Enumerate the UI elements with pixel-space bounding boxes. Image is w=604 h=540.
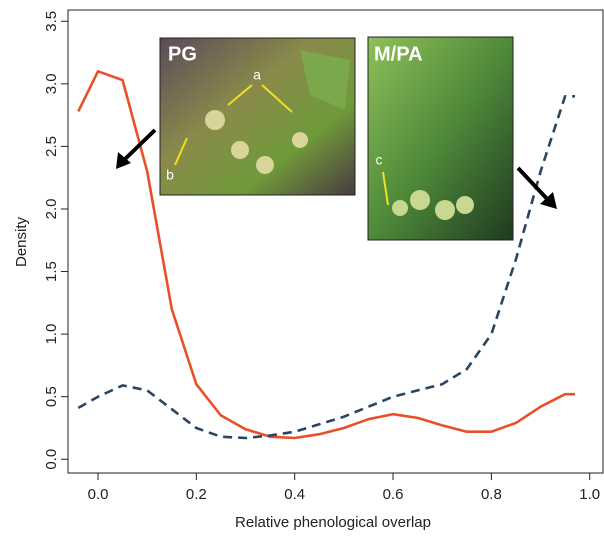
inset-title: PG: [168, 43, 197, 65]
flower: [292, 132, 308, 148]
y-tick-label: 1.0: [43, 324, 60, 345]
x-tick-label: 0.0: [88, 486, 109, 503]
y-tick-label: 2.5: [43, 136, 60, 157]
y-tick-label: 3.0: [43, 73, 60, 94]
y-tick-label: 3.5: [43, 11, 60, 32]
chart: Relative phenological overlap Density PG…: [0, 0, 604, 540]
flower: [231, 141, 249, 159]
flower: [205, 110, 225, 130]
flower: [456, 196, 474, 214]
inset-letter: c: [376, 152, 383, 168]
x-tick-label: 0.8: [481, 486, 502, 503]
inset-letter: b: [166, 167, 174, 183]
y-tick-label: 0.0: [43, 449, 60, 470]
flower: [392, 200, 408, 216]
flower: [410, 190, 430, 210]
y-axis-label: Density: [13, 216, 30, 267]
inset-title: M/PA: [374, 43, 423, 65]
x-tick-label: 1.0: [579, 486, 600, 503]
x-tick-label: 0.2: [186, 486, 207, 503]
flower: [256, 156, 274, 174]
x-tick-label: 0.6: [383, 486, 404, 503]
y-tick-label: 2.0: [43, 199, 60, 220]
inset-pg: PG a b: [160, 38, 355, 195]
x-axis-label: Relative phenological overlap: [235, 514, 431, 531]
y-tick-label: 1.5: [43, 261, 60, 282]
x-tick-label: 0.4: [284, 486, 305, 503]
y-tick-label: 0.5: [43, 386, 60, 407]
flower: [435, 200, 455, 220]
inset-letter: a: [253, 67, 261, 83]
inset-mpa: M/PA c: [368, 37, 513, 240]
